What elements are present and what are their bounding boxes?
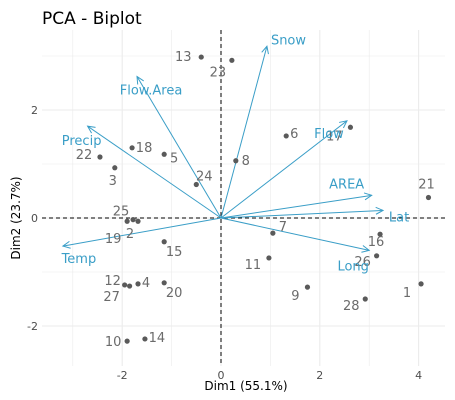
x-tick-label: -2 <box>117 369 128 382</box>
point-label-13: 13 <box>175 50 192 65</box>
point-label-11: 11 <box>245 258 262 273</box>
point-14 <box>142 336 148 342</box>
arrow-temp <box>62 217 222 247</box>
point-23 <box>229 57 235 63</box>
point-label-9: 9 <box>291 289 299 304</box>
point-label-5: 5 <box>170 151 178 166</box>
variable-label-lat: Lat <box>389 210 409 225</box>
arrow-flow <box>220 120 348 219</box>
arrowhead-flow <box>339 120 348 129</box>
arrow-snow <box>220 46 268 219</box>
point-21 <box>425 194 432 201</box>
arrow-long <box>220 217 370 251</box>
point-2 <box>135 218 141 224</box>
variable-label-flow: Flow <box>314 127 344 142</box>
point-label-3: 3 <box>109 174 117 189</box>
point-label-6: 6 <box>290 127 298 142</box>
point-label-2: 2 <box>126 227 134 242</box>
point-19 <box>124 218 130 224</box>
arrowhead-precip <box>86 125 96 134</box>
y-tick-label: -2 <box>27 320 38 333</box>
point-label-16: 16 <box>368 235 385 250</box>
point-20 <box>161 280 167 286</box>
tick-labels: -2 0 2 4-202 <box>27 104 422 382</box>
reference-lines <box>42 30 445 366</box>
variable-label-precip: Precip <box>62 134 102 149</box>
point-label-21: 21 <box>418 177 435 192</box>
arrow-precip <box>87 125 222 219</box>
variable-label-temp: Temp <box>61 252 97 267</box>
point-label-26: 26 <box>354 255 371 270</box>
point-18 <box>129 145 135 151</box>
arrowhead-snow <box>261 45 269 55</box>
y-tick-label: 2 <box>31 104 38 117</box>
point-label-8: 8 <box>242 154 250 169</box>
point-9 <box>304 284 311 290</box>
point-1 <box>418 281 424 287</box>
point-26 <box>374 253 380 259</box>
point-3 <box>112 165 118 171</box>
point-11 <box>266 255 272 261</box>
variable-label-long: Long <box>337 259 368 274</box>
point-24 <box>193 181 199 188</box>
point-label-7: 7 <box>279 220 287 235</box>
variable-label-snow: Snow <box>271 33 306 48</box>
arrowhead-long <box>361 245 371 253</box>
point-27 <box>127 283 133 289</box>
point-label-22: 22 <box>76 148 93 163</box>
point-12 <box>122 282 128 288</box>
point-label-1: 1 <box>403 286 411 301</box>
variable-arrows <box>61 45 385 253</box>
arrowhead-area <box>363 192 373 201</box>
chart-title: PCA - Biplot <box>42 9 142 29</box>
x-tick-label: 2 <box>316 369 323 382</box>
point-label-20: 20 <box>166 286 183 301</box>
point-17 <box>347 124 354 130</box>
point-label-23: 23 <box>210 65 227 80</box>
point-label-17: 17 <box>326 129 343 144</box>
y-tick-label: 0 <box>31 212 38 225</box>
x-axis-title: Dim1 (55.1%) <box>204 379 287 393</box>
arrow-flow-area <box>136 76 222 219</box>
observation-points <box>97 54 432 344</box>
point-label-28: 28 <box>343 299 360 314</box>
point-25 <box>130 217 136 223</box>
point-4 <box>135 281 141 287</box>
point-label-25: 25 <box>113 205 130 220</box>
arrowhead-flow-area <box>136 75 144 85</box>
point-16 <box>377 231 383 237</box>
point-label-10: 10 <box>105 335 122 350</box>
point-label-4: 4 <box>142 276 150 291</box>
point-8 <box>233 158 239 164</box>
point-10 <box>124 338 130 344</box>
arrow-lat <box>220 209 384 219</box>
variable-label-area: AREA <box>329 177 364 192</box>
point-label-12: 12 <box>104 274 121 289</box>
x-tick-label: 0 <box>218 369 225 382</box>
y-axis-title: Dim2 (23.7%) <box>9 176 23 259</box>
point-label-15: 15 <box>166 245 183 260</box>
point-label-18: 18 <box>136 141 153 156</box>
point-15 <box>161 239 167 245</box>
point-label-24: 24 <box>196 170 213 185</box>
point-28 <box>362 296 368 302</box>
point-5 <box>161 151 167 157</box>
point-22 <box>97 154 103 160</box>
arrowhead-lat <box>375 206 385 215</box>
point-label-14: 14 <box>149 331 166 346</box>
variable-label-flow-area: Flow.Area <box>120 84 183 99</box>
x-tick-label: 4 <box>415 369 422 382</box>
point-6 <box>283 133 289 139</box>
arrow-area <box>220 194 372 219</box>
arrowhead-temp <box>61 240 71 249</box>
point-7 <box>270 230 276 236</box>
variable-labels: Snow Flow.Area Precip Flow AREA Lat Long Temp <box>61 33 410 274</box>
point-labels: 1234567891011121314151617181920212223242… <box>76 50 435 350</box>
grid <box>42 30 445 366</box>
point-13 <box>198 54 204 60</box>
point-label-19: 19 <box>105 232 122 247</box>
point-label-27: 27 <box>103 290 120 305</box>
